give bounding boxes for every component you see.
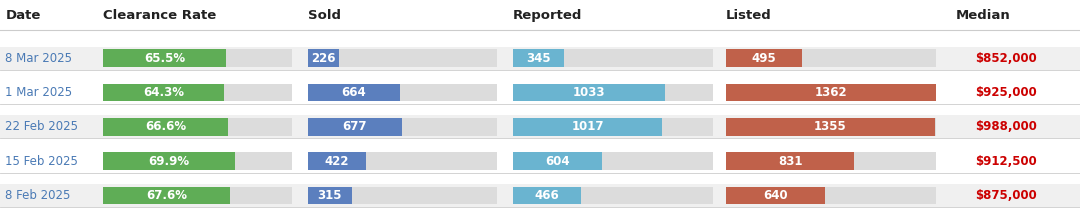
Text: Sold: Sold (308, 9, 341, 22)
Bar (513, 152, 713, 170)
Bar (0, 184, 1080, 207)
Bar (103, 49, 227, 67)
Bar (0, 81, 1080, 104)
Bar (513, 118, 662, 136)
Text: $912,500: $912,500 (975, 155, 1037, 168)
Text: Clearance Rate: Clearance Rate (103, 9, 216, 22)
Bar (308, 84, 400, 102)
Text: 315: 315 (318, 189, 342, 202)
Bar (103, 118, 229, 136)
Text: 664: 664 (341, 86, 366, 99)
Bar (103, 118, 292, 136)
Bar (513, 84, 664, 102)
Bar (308, 152, 497, 170)
Text: 640: 640 (762, 189, 787, 202)
Text: 8 Mar 2025: 8 Mar 2025 (5, 52, 72, 65)
Text: Median: Median (956, 9, 1011, 22)
Text: 1033: 1033 (572, 86, 605, 99)
Bar (726, 49, 802, 67)
Bar (513, 118, 713, 136)
Text: 64.3%: 64.3% (143, 86, 184, 99)
Bar (726, 49, 936, 67)
Bar (308, 187, 497, 204)
Bar (513, 187, 713, 204)
Text: 831: 831 (778, 155, 802, 168)
Text: 67.6%: 67.6% (146, 189, 187, 202)
Bar (308, 49, 339, 67)
Text: 8 Feb 2025: 8 Feb 2025 (5, 189, 71, 202)
Text: 677: 677 (342, 120, 367, 133)
Bar (726, 187, 825, 204)
Bar (308, 84, 497, 102)
Bar (726, 118, 935, 136)
Text: 495: 495 (752, 52, 777, 65)
Bar (513, 49, 713, 67)
Bar (103, 152, 292, 170)
Text: $852,000: $852,000 (975, 52, 1037, 65)
Bar (513, 152, 602, 170)
Text: $875,000: $875,000 (975, 189, 1037, 202)
Text: $988,000: $988,000 (975, 120, 1037, 133)
Bar (103, 187, 292, 204)
Bar (103, 187, 230, 204)
Text: Date: Date (5, 9, 41, 22)
Text: Listed: Listed (726, 9, 771, 22)
Text: 15 Feb 2025: 15 Feb 2025 (5, 155, 78, 168)
Bar (0, 115, 1080, 138)
Text: 1362: 1362 (814, 86, 848, 99)
Bar (513, 84, 713, 102)
Text: 65.5%: 65.5% (144, 52, 185, 65)
Text: 1017: 1017 (571, 120, 604, 133)
Bar (308, 49, 497, 67)
Bar (726, 187, 936, 204)
Bar (308, 187, 351, 204)
Text: 66.6%: 66.6% (145, 120, 186, 133)
Text: 1355: 1355 (814, 120, 847, 133)
Bar (308, 152, 366, 170)
Bar (308, 118, 402, 136)
Text: 604: 604 (545, 155, 569, 168)
Bar (308, 118, 497, 136)
Bar (103, 84, 225, 102)
Bar (0, 150, 1080, 173)
Bar (513, 187, 581, 204)
Bar (103, 49, 292, 67)
Text: $925,000: $925,000 (975, 86, 1037, 99)
Text: 422: 422 (325, 155, 349, 168)
Bar (726, 84, 936, 102)
Text: 22 Feb 2025: 22 Feb 2025 (5, 120, 79, 133)
Text: 226: 226 (311, 52, 336, 65)
Text: 345: 345 (526, 52, 551, 65)
Text: 1 Mar 2025: 1 Mar 2025 (5, 86, 72, 99)
Bar (513, 49, 564, 67)
Bar (103, 84, 292, 102)
Bar (726, 152, 936, 170)
Bar (726, 118, 936, 136)
Text: 466: 466 (535, 189, 559, 202)
Bar (726, 152, 854, 170)
Text: 69.9%: 69.9% (148, 155, 189, 168)
Bar (0, 47, 1080, 70)
Text: Reported: Reported (513, 9, 582, 22)
Bar (726, 84, 936, 102)
Bar (103, 152, 234, 170)
